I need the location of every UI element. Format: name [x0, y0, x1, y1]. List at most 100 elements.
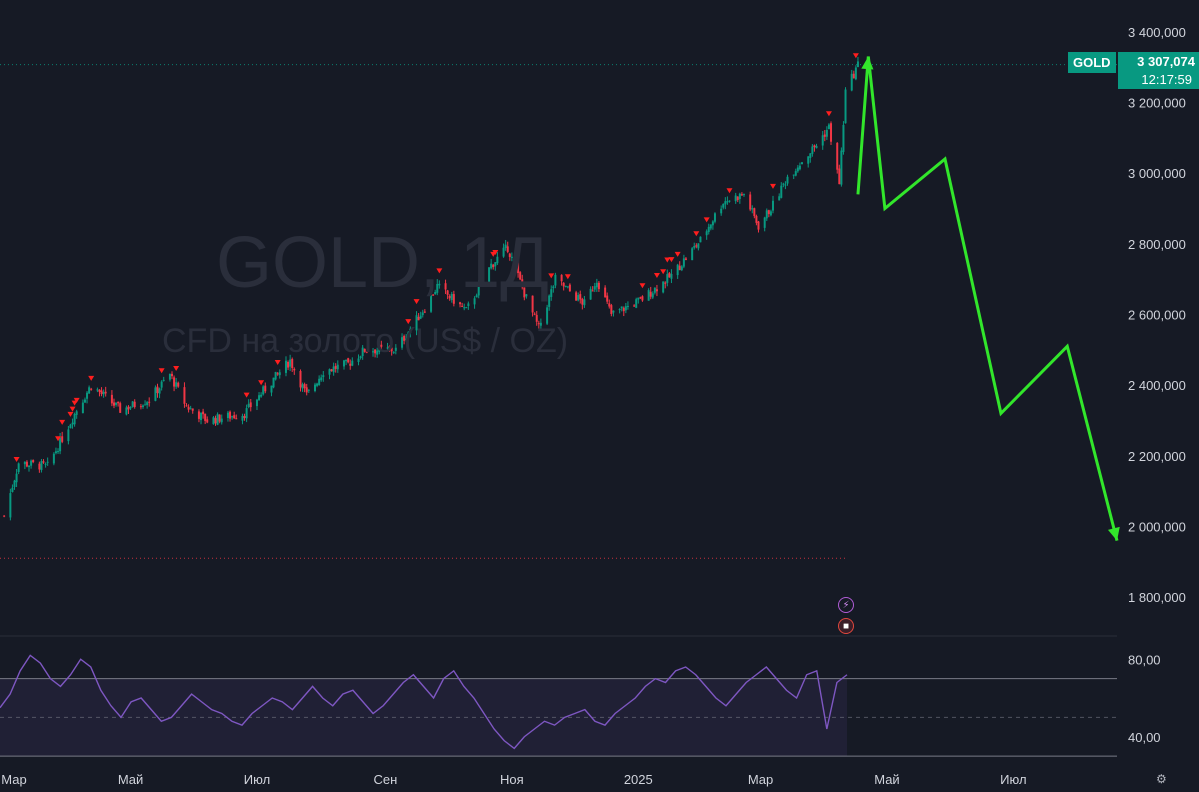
candle-body — [676, 264, 679, 276]
candle-body — [535, 314, 538, 322]
candle-body — [852, 73, 855, 79]
candle-body — [86, 392, 89, 399]
candle-body — [57, 451, 60, 453]
candle-body — [531, 295, 534, 313]
candle-body — [798, 165, 801, 170]
candle-body — [119, 403, 122, 413]
candle-body — [274, 371, 277, 380]
candle-body — [270, 385, 273, 393]
candle-body — [488, 267, 491, 282]
candle-body — [185, 405, 188, 407]
forecast-arrowhead — [1107, 526, 1120, 541]
candle-body — [713, 213, 716, 222]
overbought-marker — [653, 272, 660, 278]
candle-body — [336, 364, 339, 370]
gear-icon[interactable]: ⚙ — [1156, 772, 1167, 786]
candle-body — [28, 465, 31, 468]
candle-body — [291, 358, 294, 369]
candle-body — [550, 289, 553, 297]
candle-body — [419, 315, 422, 319]
candle-body — [854, 67, 857, 80]
us-flag-event-icon[interactable]: ■ — [838, 618, 854, 634]
candle-body — [651, 293, 654, 298]
candle-body — [183, 387, 186, 404]
candle-body — [564, 285, 567, 287]
overbought-marker — [726, 188, 733, 194]
candle-body — [682, 258, 685, 267]
candle-body — [479, 280, 482, 283]
candle-body — [448, 295, 451, 299]
candle-body — [289, 359, 292, 367]
candle-body — [749, 194, 752, 210]
overbought-marker — [674, 251, 681, 257]
candle-body — [245, 408, 248, 419]
candle-body — [272, 377, 275, 388]
candle-body — [61, 436, 64, 442]
last-price-value: 3 307,074 — [1137, 54, 1195, 69]
rsi-axis[interactable]: 80,00 40,00 — [1128, 652, 1161, 745]
candle-body — [173, 377, 176, 387]
overbought-marker — [88, 375, 95, 381]
overbought-marker — [660, 269, 667, 275]
candle-body — [589, 288, 592, 300]
candle-body — [711, 221, 714, 226]
candle-body — [168, 373, 171, 380]
time-tick-label: Май — [874, 772, 899, 787]
candle-body — [204, 413, 207, 421]
candle-body — [226, 412, 229, 418]
candle-body — [423, 311, 426, 313]
forecast-arrowhead — [861, 56, 874, 70]
candle-body — [206, 419, 209, 423]
lightning-event-icon[interactable]: ⚡ — [838, 597, 854, 613]
candle-body — [363, 348, 366, 352]
candle-body — [438, 283, 441, 286]
candle-body — [699, 236, 702, 243]
candle-body — [293, 368, 296, 371]
candle-body — [537, 323, 540, 325]
candle-body — [734, 195, 737, 202]
time-tick-label: 2025 — [624, 772, 653, 787]
candle-body — [825, 129, 828, 137]
candle-body — [523, 287, 526, 298]
candle-body — [146, 402, 149, 406]
candle-body — [241, 415, 244, 421]
candle-body — [260, 394, 263, 397]
candle-body — [568, 284, 571, 292]
price-axis[interactable]: 3 400,000 3 200,000 3 000,000 2 800,000 2 60… — [1128, 25, 1186, 605]
candle-body — [59, 437, 62, 452]
overbought-marker — [55, 436, 62, 442]
candle-body — [378, 345, 381, 352]
candle-body — [235, 418, 238, 420]
candle-body — [141, 405, 144, 407]
price-tick-label: 3 200,000 — [1128, 95, 1186, 110]
candle-body — [125, 407, 128, 415]
candle-body — [386, 347, 389, 349]
candle-body — [641, 296, 644, 301]
candle-body — [110, 394, 113, 404]
candle-body — [365, 351, 368, 353]
candle-body — [792, 174, 795, 176]
candle-body — [664, 282, 667, 284]
time-tick-label: Ноя — [500, 772, 524, 787]
time-axis[interactable]: Мар Май Июл Сен Ноя 2025 Мар Май Июл — [1, 772, 1026, 787]
candle-body — [477, 284, 480, 296]
candle-body — [736, 196, 739, 201]
candle-body — [392, 351, 395, 353]
candle-body — [334, 365, 337, 369]
price-tick-label: 2 600,000 — [1128, 307, 1186, 322]
candle-body — [494, 262, 497, 267]
candle-body — [655, 289, 658, 292]
forecast-line — [856, 56, 1119, 541]
candle-body — [374, 349, 377, 354]
candle-body — [639, 297, 642, 299]
candle-body — [255, 399, 258, 407]
candle-body — [666, 274, 669, 283]
candle-body — [769, 211, 772, 216]
candle-body — [67, 429, 70, 442]
candle-body — [212, 417, 215, 425]
candle-body — [649, 291, 652, 297]
candle-body — [722, 203, 725, 208]
candle-body — [444, 283, 447, 290]
candle-body — [496, 256, 499, 264]
